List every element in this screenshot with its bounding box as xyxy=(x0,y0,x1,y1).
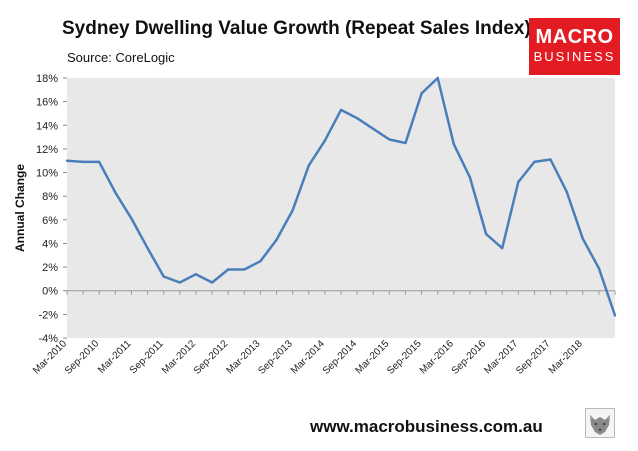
data-point xyxy=(162,275,165,278)
y-tick-label: 2% xyxy=(42,262,58,274)
y-tick-label: -2% xyxy=(38,309,58,321)
data-point xyxy=(210,281,214,284)
data-point xyxy=(194,272,198,276)
data-point xyxy=(226,268,230,271)
y-tick-label: 14% xyxy=(36,120,58,132)
x-tick-label: Sep-2010 xyxy=(63,338,102,377)
data-point xyxy=(468,176,472,179)
data-point xyxy=(65,159,69,162)
y-axis-label: Annual Change xyxy=(13,164,27,252)
y-tick-label: 6% xyxy=(42,215,58,227)
x-tick-label: Sep-2014 xyxy=(321,338,360,377)
data-point xyxy=(243,268,246,271)
data-point xyxy=(404,141,407,145)
macrobusiness-logo: MACRO BUSINESS xyxy=(529,18,620,75)
x-tick-label: Sep-2011 xyxy=(128,338,166,376)
plot-area xyxy=(67,78,615,338)
data-point xyxy=(114,191,117,194)
website-url: www.macrobusiness.com.au xyxy=(310,417,543,436)
data-point xyxy=(81,160,85,164)
data-point xyxy=(372,127,375,131)
data-point xyxy=(517,180,520,184)
y-tick-label: 4% xyxy=(42,238,58,250)
data-point xyxy=(597,267,601,270)
x-tick-label: Sep-2015 xyxy=(385,338,424,377)
data-point xyxy=(533,160,536,164)
x-tick-label: Sep-2012 xyxy=(192,338,231,377)
data-point xyxy=(275,238,278,242)
y-tick-label: 8% xyxy=(42,191,58,203)
data-point xyxy=(323,139,327,142)
logo-line-2: BUSINESS xyxy=(533,49,616,64)
y-tick-label: -4% xyxy=(38,333,58,345)
data-point xyxy=(98,160,101,164)
data-point xyxy=(613,314,617,317)
x-tick-label: Sep-2016 xyxy=(450,338,489,377)
data-point xyxy=(436,76,439,80)
data-point xyxy=(549,158,552,161)
x-tick-label: Sep-2017 xyxy=(514,338,553,377)
logo-line-1: MACRO xyxy=(535,26,614,48)
data-point xyxy=(420,92,423,95)
data-point xyxy=(565,190,568,193)
x-tick-label: Mar-2018 xyxy=(547,338,585,376)
data-point xyxy=(500,246,504,250)
data-point xyxy=(581,237,584,240)
data-point xyxy=(355,116,359,120)
y-tick-label: 10% xyxy=(36,168,58,180)
x-tick-label: Sep-2013 xyxy=(256,338,295,377)
y-tick-label: 0% xyxy=(42,286,58,298)
data-point xyxy=(259,259,262,263)
data-point xyxy=(146,246,149,250)
y-tick-label: 16% xyxy=(36,97,58,109)
data-point xyxy=(178,281,182,284)
data-point xyxy=(452,142,456,146)
data-point xyxy=(484,232,488,236)
chart-title: Sydney Dwelling Value Growth (Repeat Sal… xyxy=(62,18,531,39)
data-point xyxy=(291,209,294,212)
y-tick-label: 12% xyxy=(36,144,58,156)
data-point xyxy=(388,138,391,141)
data-point xyxy=(307,164,310,167)
data-point xyxy=(130,217,133,220)
data-point xyxy=(339,108,343,112)
y-tick-label: 18% xyxy=(36,73,58,85)
wolf-icon xyxy=(585,408,615,438)
source-note: Source: CoreLogic xyxy=(67,50,175,65)
